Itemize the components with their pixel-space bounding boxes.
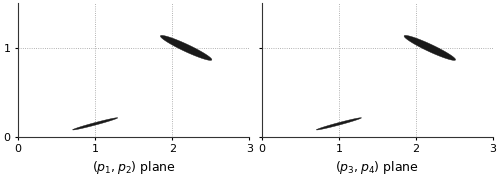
Polygon shape [404,35,456,60]
X-axis label: $(p_3,p_4)$ plane: $(p_3,p_4)$ plane [336,159,419,176]
Polygon shape [316,118,362,130]
X-axis label: $(p_1,p_2)$ plane: $(p_1,p_2)$ plane [92,159,176,176]
Polygon shape [72,118,118,130]
Polygon shape [160,35,212,60]
